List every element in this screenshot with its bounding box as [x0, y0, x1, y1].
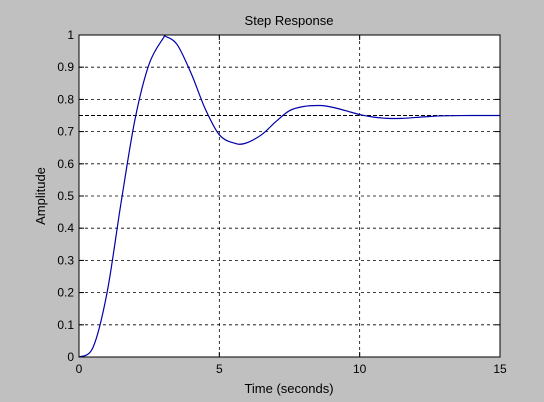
y-tick-label: 0.4 [57, 221, 74, 235]
y-tick-label: 0.2 [57, 286, 74, 300]
y-tick-label: 0.8 [57, 92, 74, 106]
x-axis-ticks: 0 5 10 15 [76, 35, 507, 376]
x-tick-label: 0 [76, 362, 83, 376]
y-tick-label: 0.9 [57, 60, 74, 74]
y-tick-label: 0 [67, 350, 74, 364]
y-tick-label: 0.5 [57, 189, 74, 203]
y-tick-label: 0.3 [57, 253, 74, 267]
y-tick-label: 0.1 [57, 318, 74, 332]
x-axis-label: Time (seconds) [244, 381, 333, 396]
y-axis-ticks: 0 0.1 0.2 0.3 0.4 0.5 0.6 0.7 0.8 0.9 1 [57, 28, 500, 364]
y-axis-label: Amplitude [33, 167, 48, 225]
step-response-line [78, 34, 501, 358]
chart-title: Step Response [245, 13, 334, 28]
x-tick-label: 10 [353, 362, 367, 376]
grid-lines [79, 35, 500, 357]
y-tick-label: 0.7 [57, 125, 74, 139]
x-tick-label: 5 [216, 362, 223, 376]
x-tick-label: 15 [493, 362, 507, 376]
y-tick-label: 1 [67, 28, 74, 42]
y-tick-label: 0.6 [57, 157, 74, 171]
